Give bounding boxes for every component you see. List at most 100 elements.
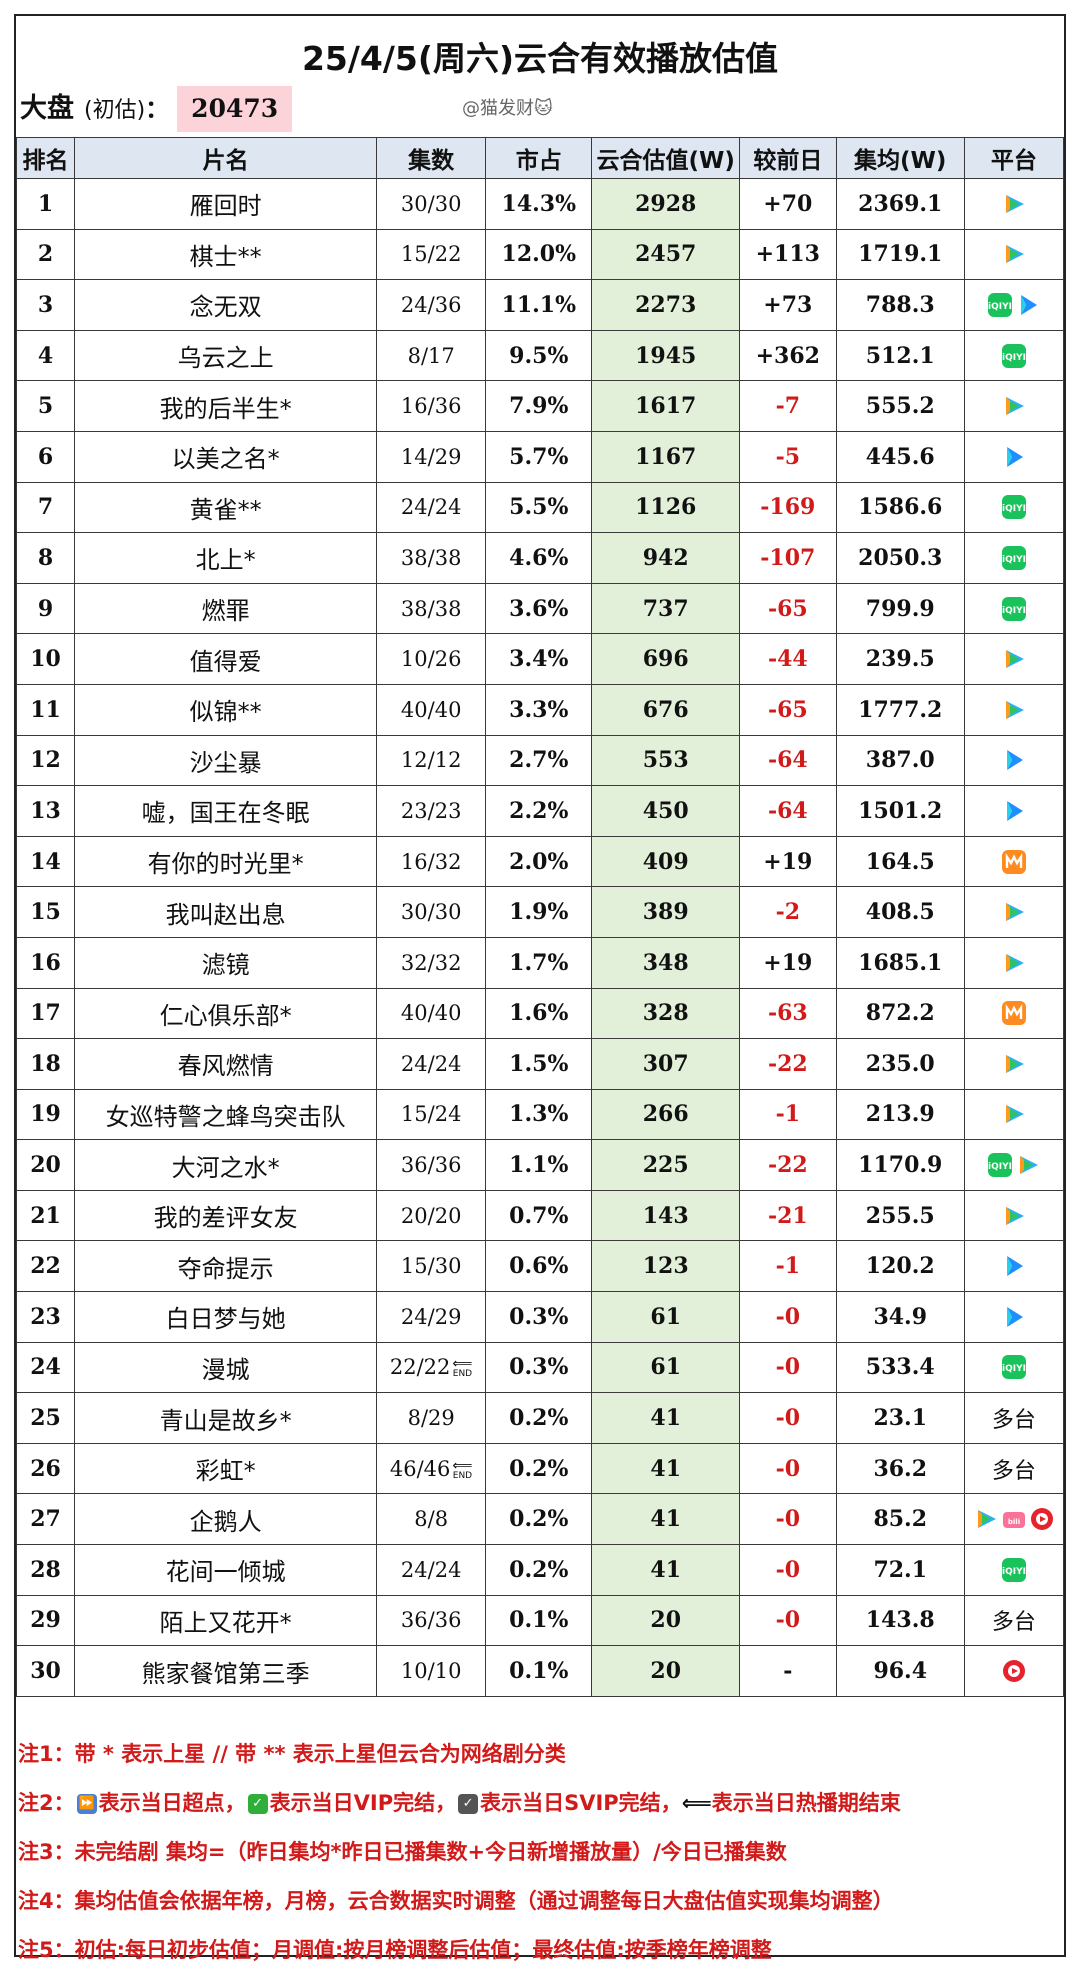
end-arrow: ⟸ bbox=[452, 1356, 473, 1373]
title-cell-text: 女巡特警之蜂鸟突击队 bbox=[105, 1102, 346, 1131]
red-play-icon bbox=[1002, 1660, 1025, 1683]
episodes-cell: 24/24 bbox=[376, 1544, 487, 1596]
estimate-cell-text: 41 bbox=[650, 1405, 682, 1432]
title-cell-text: 燃罪 bbox=[201, 597, 250, 626]
episodes-cell-text: 14/29 bbox=[400, 444, 462, 469]
change-cell-text: -1 bbox=[775, 1101, 801, 1128]
average-cell-text: 23.1 bbox=[873, 1405, 928, 1432]
table-row: 23 白日梦与她 24/29 0.3% 61 -0 34.9 bbox=[15, 1291, 1065, 1343]
share-cell: 9.5% bbox=[485, 329, 593, 382]
title-cell: 熊家餐馆第三季 bbox=[74, 1645, 378, 1697]
platform-cell: iQIYI bbox=[963, 1341, 1065, 1394]
iqiyi-icon: iQIYI bbox=[1001, 545, 1026, 570]
average-cell: 120.2 bbox=[835, 1240, 965, 1293]
platform-cell bbox=[963, 380, 1065, 432]
average-cell-text: 213.9 bbox=[865, 1101, 935, 1128]
average-cell: 799.9 bbox=[835, 582, 965, 635]
rank-cell: 6 bbox=[15, 430, 76, 483]
rank-cell-text: 3 bbox=[37, 291, 54, 318]
rank-cell: 24 bbox=[15, 1341, 76, 1394]
table-row: 24 漫城 22/22 ⟸ END 0.3% 61 -0 533.4 iQIYI bbox=[15, 1341, 1065, 1394]
estimate-cell: 328 bbox=[591, 987, 740, 1040]
change-cell-text: +73 bbox=[763, 291, 813, 318]
change-cell-text: -1 bbox=[775, 1253, 801, 1280]
platform-text: 多台 bbox=[991, 1408, 1036, 1434]
estimate-cell-text: 123 bbox=[642, 1253, 689, 1280]
tencent-video-icon bbox=[1005, 903, 1024, 922]
svg-text:iQIYI: iQIYI bbox=[988, 1162, 1012, 1172]
average-cell: 1719.1 bbox=[835, 228, 965, 281]
episodes-cell-text: 24/29 bbox=[400, 1304, 462, 1329]
episodes-cell-text: 10/10 bbox=[400, 1659, 462, 1684]
tencent-video-icon bbox=[1005, 650, 1024, 669]
episodes-cell: 16/36 bbox=[376, 380, 487, 432]
episodes-cell: 40/40 bbox=[376, 683, 487, 736]
table-row: 30 熊家餐馆第三季 10/10 0.1% 20 - 96.4 bbox=[15, 1645, 1065, 1697]
title-cell: 花间一倾城 bbox=[74, 1544, 378, 1596]
change-cell: -0 bbox=[738, 1291, 837, 1343]
estimate-cell: 676 bbox=[591, 683, 740, 736]
rank-cell-text: 4 bbox=[37, 342, 54, 369]
change-cell: +19 bbox=[738, 936, 837, 989]
estimate-cell: 2457 bbox=[591, 228, 740, 281]
share-cell: 0.1% bbox=[485, 1645, 593, 1697]
table-row: 10 值得爱 10/26 3.4% 696 -44 239.5 bbox=[15, 633, 1065, 685]
notes: 注1：带 * 表示上星 // 带 ** 表示上星但云合为网络剧分类 注2： ⏩ 表示… bbox=[18, 1730, 1058, 1975]
change-cell-text: -44 bbox=[767, 646, 808, 673]
check-icon: ✓ bbox=[247, 1794, 268, 1814]
rank-cell-text: 17 bbox=[30, 1000, 61, 1027]
estimate-cell: 143 bbox=[591, 1189, 740, 1242]
estimate-cell-text: 61 bbox=[650, 1354, 682, 1381]
share-cell: 3.4% bbox=[485, 633, 593, 685]
rank-cell-text: 9 bbox=[37, 595, 54, 622]
table-row: 27 企鹅人 8/8 0.2% 41 -0 85.2 bili bbox=[15, 1493, 1065, 1546]
average-cell-text: 445.6 bbox=[865, 443, 935, 470]
platform-cell: iQIYI bbox=[963, 1139, 1065, 1191]
episodes-cell: 8/17 bbox=[376, 329, 487, 382]
average-cell: 2369.1 bbox=[835, 178, 965, 230]
rank-cell: 29 bbox=[15, 1594, 76, 1647]
rank-cell-text: 23 bbox=[30, 1303, 61, 1330]
title-cell-text: 大河之水* bbox=[171, 1153, 280, 1182]
end-arrow: ⟸ bbox=[452, 1457, 473, 1474]
average-cell: 512.1 bbox=[835, 329, 965, 382]
title-cell: 以美之名* bbox=[74, 430, 378, 483]
platform-cell bbox=[963, 633, 1065, 685]
share-cell: 1.7% bbox=[485, 936, 593, 989]
share-cell-text: 7.9% bbox=[509, 393, 569, 420]
title-cell: 我的差评女友 bbox=[74, 1189, 378, 1242]
average-cell: 387.0 bbox=[835, 734, 965, 787]
title-cell: 企鹅人 bbox=[74, 1493, 378, 1546]
platform-cell bbox=[963, 1645, 1065, 1697]
rank-cell: 22 bbox=[15, 1240, 76, 1293]
rank-cell-text: 13 bbox=[30, 797, 61, 824]
episodes-cell-text: 15/24 bbox=[400, 1102, 462, 1127]
average-cell: 235.0 bbox=[835, 1038, 965, 1090]
rank-cell: 12 bbox=[15, 734, 76, 787]
title-cell: 滤镜 bbox=[74, 936, 378, 989]
change-cell: -0 bbox=[738, 1594, 837, 1647]
title-cell: 有你的时光里* bbox=[74, 835, 378, 888]
average-cell: 255.5 bbox=[835, 1189, 965, 1242]
table-body: 1 雁回时 30/30 14.3% 2928 +70 2369.1 2 棋士** 15/22 12.… bbox=[15, 178, 1065, 1697]
average-cell-text: 408.5 bbox=[865, 899, 935, 926]
rank-cell: 30 bbox=[15, 1645, 76, 1697]
title-cell-text: 嘘，国王在冬眠 bbox=[141, 799, 310, 828]
note-3: 注3：未完结剧 集均=（昨日集均*昨日已播集数+今日新增播放量）/今日已播集数 bbox=[18, 1840, 787, 1864]
average-cell-text: 533.4 bbox=[865, 1354, 935, 1381]
svg-text:iQIYI: iQIYI bbox=[1002, 353, 1026, 363]
estimate-cell: 942 bbox=[591, 532, 740, 584]
platform-cell bbox=[963, 1189, 1065, 1242]
table-row: 19 女巡特警之蜂鸟突击队 15/24 1.3% 266 -1 213.9 bbox=[15, 1088, 1065, 1141]
title-cell-text: 春风燃情 bbox=[177, 1052, 274, 1081]
estimate-cell: 450 bbox=[591, 785, 740, 837]
episodes-cell: 36/36 bbox=[376, 1139, 487, 1191]
title-cell-text: 白日梦与她 bbox=[165, 1305, 286, 1334]
episodes-cell-text: 38/38 bbox=[400, 596, 462, 621]
estimate-cell: 20 bbox=[591, 1594, 740, 1647]
share-cell: 1.3% bbox=[485, 1088, 593, 1141]
iqiyi-icon: iQIYI bbox=[1001, 495, 1026, 520]
change-cell: -169 bbox=[738, 481, 837, 534]
estimate-cell-text: 409 bbox=[642, 848, 689, 875]
platform-cell: iQIYI bbox=[963, 582, 1065, 635]
